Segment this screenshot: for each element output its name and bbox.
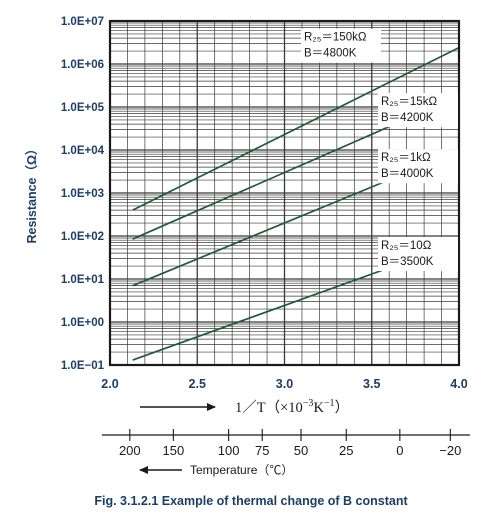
temperature-tick-label: 100 bbox=[218, 443, 240, 458]
annotation-b-constant: B＝4800K bbox=[304, 48, 357, 60]
y-tick-label: 1.0E+07 bbox=[61, 16, 104, 28]
annotation-box bbox=[301, 28, 381, 63]
plot-frame bbox=[108, 19, 461, 367]
temperature-tick-label: −20 bbox=[439, 443, 461, 458]
y-tick-label: 1.0E−01 bbox=[61, 360, 105, 372]
temperature-tick-label: 75 bbox=[255, 443, 269, 458]
y-tick-label: 1.0E+01 bbox=[61, 274, 105, 286]
y-tick-label: 1.0E+04 bbox=[61, 145, 105, 157]
grid bbox=[110, 21, 459, 366]
temperature-ticks: 200 150 100 75 50 25 0 −20 bbox=[119, 429, 461, 458]
x-axis-label: 1／T（×10−3K−1） bbox=[235, 398, 349, 416]
x-axis-label-main: 1／T（×10 bbox=[235, 399, 303, 416]
annotation-r25: R₂₅＝15kΩ bbox=[381, 96, 437, 108]
annotation-r25: R₂₅＝1kΩ bbox=[381, 152, 431, 164]
x-tick-label: 2.5 bbox=[189, 377, 206, 391]
annotation-box bbox=[378, 237, 458, 272]
y-axis-label: Resistance（Ω） bbox=[24, 142, 39, 243]
annotation-box bbox=[378, 93, 458, 128]
annotation-box bbox=[378, 149, 458, 184]
series-line-1 bbox=[132, 46, 460, 211]
annotation-r25: R₂₅＝10Ω bbox=[381, 240, 432, 252]
x-tick-labels: 2.0 2.5 3.0 3.5 4.0 bbox=[101, 377, 467, 391]
annotation-b-constant: B＝4000K bbox=[381, 168, 434, 180]
temperature-tick-label: 50 bbox=[294, 443, 308, 458]
annotation-b-constant: B＝3500K bbox=[381, 256, 434, 268]
annotation-b-constant: B＝4200K bbox=[381, 112, 434, 124]
x-tick-label: 4.0 bbox=[450, 377, 467, 391]
annotation-r25: R₂₅＝150kΩ bbox=[304, 32, 367, 44]
x-tick-label: 3.0 bbox=[276, 377, 293, 391]
x-axis-label-mid: K bbox=[313, 400, 324, 416]
figure-caption: Fig. 3.1.2.1 Example of thermal change o… bbox=[94, 494, 408, 508]
x-tick-label: 2.0 bbox=[101, 377, 118, 391]
temperature-tick-label: 200 bbox=[119, 443, 141, 458]
temperature-tick-label: 25 bbox=[339, 443, 353, 458]
x-axis-label-exp2: −1 bbox=[324, 398, 335, 409]
temperature-axis-label: Temperature（℃） bbox=[190, 463, 293, 477]
y-tick-label: 1.0E+02 bbox=[61, 231, 104, 243]
x-axis-label-end: ） bbox=[335, 399, 350, 416]
y-tick-label: 1.0E+06 bbox=[61, 59, 104, 71]
x-tick-label: 3.5 bbox=[363, 377, 380, 391]
y-tick-label: 1.0E+00 bbox=[61, 317, 104, 329]
y-tick-label: 1.0E+03 bbox=[61, 188, 104, 200]
series-annotations: R₂₅＝150kΩ B＝4800K R₂₅＝15kΩ B＝4200K R₂₅＝1kΩ B＝… bbox=[301, 28, 458, 272]
x-axis-label-exp: −3 bbox=[303, 398, 314, 409]
temperature-tick-label: 0 bbox=[396, 443, 403, 458]
temperature-tick-label: 150 bbox=[163, 443, 185, 458]
y-tick-labels: 1.0E+07 1.0E+06 1.0E+05 1.0E+04 1.0E+03 1.0E+… bbox=[61, 16, 105, 372]
y-tick-label: 1.0E+05 bbox=[61, 102, 105, 114]
